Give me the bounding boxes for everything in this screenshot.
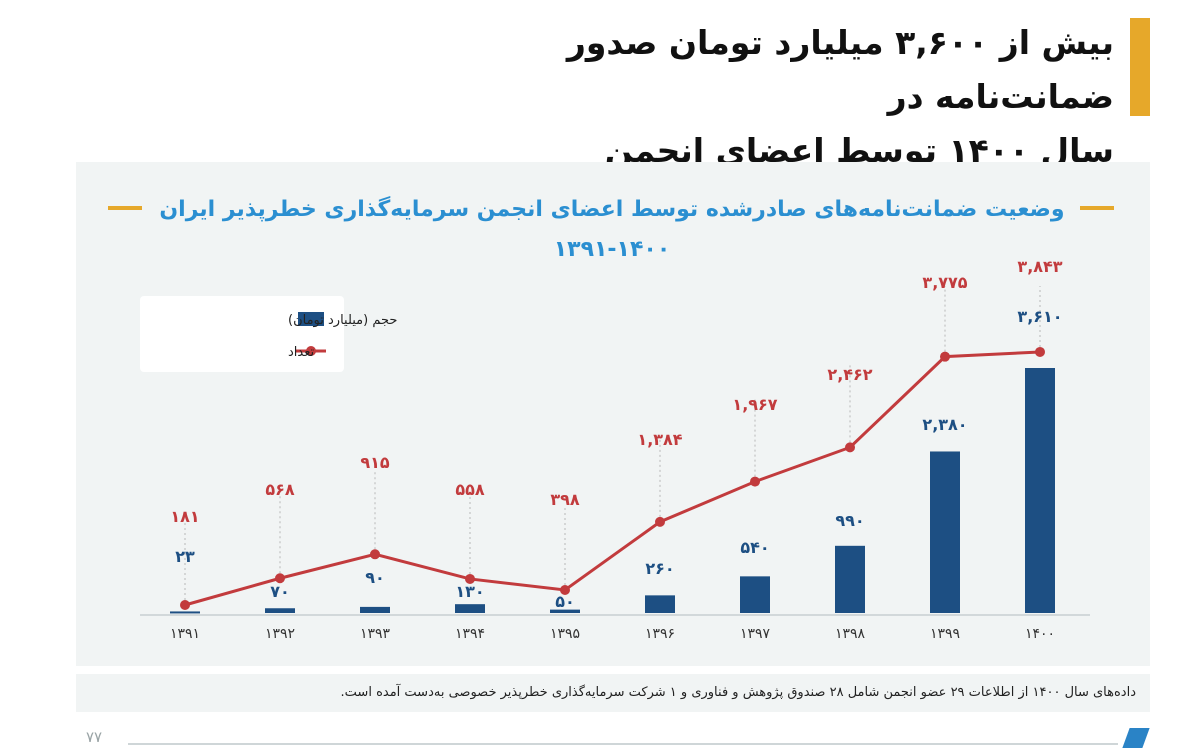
bar-3	[455, 604, 485, 613]
count-label-9: ۳,۸۴۳	[1017, 257, 1062, 276]
chart-marks: ۱۸۱ ۵۶۸ ۹۱۵ ۵۵۸ ۳۹۸ ۱,۳۸۴ ۱,۹۶۷ ۲,۴۶۲ ۳,۷۷۵ ۳,۸۴۳…	[170, 257, 1063, 642]
bar-2	[360, 606, 390, 613]
count-point-3	[465, 573, 475, 584]
footnote: داده‌های سال ۱۴۰۰ از اطلاعات ۲۹ عضو انجم…	[76, 674, 1150, 712]
legend-bar-label: حجم (میلیارد تومان)	[288, 313, 397, 328]
bar-9	[1025, 368, 1055, 613]
bar-0	[170, 611, 200, 614]
count-point-2	[370, 549, 380, 560]
legend-line-label: تعداد	[288, 345, 314, 360]
volume-label-5: ۲۶۰	[645, 559, 674, 578]
x-tick-label-0: ۱۳۹۱	[170, 626, 200, 642]
legend-bar-swatch	[298, 312, 324, 326]
x-tick-label-4: ۱۳۹۵	[550, 626, 580, 642]
count-point-5	[655, 516, 665, 527]
volume-label-4: ۵۰	[555, 592, 575, 611]
volume-label-8: ۲,۳۸۰	[922, 415, 967, 434]
bar-6	[740, 576, 770, 613]
chart-subtitle: ۱۳۹۱-۱۴۰۰	[554, 237, 671, 262]
volume-label-6: ۵۴۰	[740, 538, 769, 557]
count-label-8: ۳,۷۷۵	[922, 273, 967, 292]
x-tick-label-8: ۱۳۹۹	[930, 626, 960, 642]
count-point-7	[845, 442, 855, 453]
page-number: ۷۷	[86, 728, 103, 746]
x-tick-label-9: ۱۴۰۰	[1025, 626, 1055, 642]
count-label-3: ۵۵۸	[455, 480, 485, 499]
count-point-8	[940, 351, 950, 362]
x-tick-label-6: ۱۳۹۷	[740, 626, 771, 642]
count-line	[184, 350, 1041, 607]
legend-box	[140, 296, 344, 372]
count-point-4	[560, 585, 570, 596]
bar-4	[550, 609, 580, 613]
volume-label-1: ۷۰	[270, 582, 290, 601]
count-label-6: ۱,۹۶۷	[732, 395, 777, 414]
count-point-9	[1035, 346, 1045, 357]
volume-label-0: ۲۳	[175, 547, 195, 566]
chart-panel	[76, 162, 1150, 666]
count-point-6	[750, 476, 760, 487]
count-label-7: ۲,۴۶۲	[827, 365, 872, 384]
count-label-4: ۳۹۸	[550, 490, 580, 509]
count-point-1	[275, 573, 285, 584]
x-tick-label-5: ۱۳۹۶	[645, 626, 675, 642]
bar-1	[265, 608, 295, 613]
bar-7	[835, 545, 865, 613]
bar-8	[930, 451, 960, 613]
volume-label-2: ۹۰	[365, 568, 385, 587]
count-label-5: ۱,۳۸۴	[637, 430, 682, 449]
volume-label-3: ۱۳۰	[455, 582, 484, 601]
volume-label-9: ۳,۶۱۰	[1017, 307, 1062, 326]
chart-title: وضعیت ضمانت‌نامه‌های صادرشده توسط اعضای …	[159, 195, 1064, 222]
x-tick-label-2: ۱۳۹۳	[360, 626, 391, 642]
count-label-1: ۵۶۸	[265, 480, 295, 499]
footer-rule	[128, 743, 1118, 745]
x-tick-label-3: ۱۳۹۴	[455, 626, 485, 642]
legend-line-marker	[306, 346, 316, 356]
heading-accent-bar	[1130, 18, 1150, 116]
count-point-0	[180, 600, 190, 610]
x-tick-label-1: ۱۳۹۲	[265, 626, 295, 642]
x-tick-label-7: ۱۳۹۸	[835, 626, 866, 642]
count-label-2: ۹۱۵	[360, 453, 390, 472]
count-label-0: ۱۸۱	[170, 507, 199, 526]
bar-5	[645, 595, 675, 613]
volume-label-7: ۹۹۰	[835, 511, 864, 530]
page-heading-line1: بیش از ۳,۶۰۰ میلیارد تومان صدور ضمانت‌نا…	[566, 23, 1114, 116]
